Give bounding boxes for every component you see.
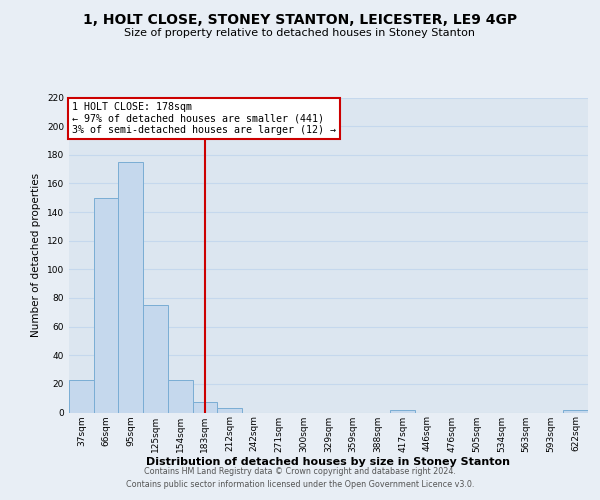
- Text: Size of property relative to detached houses in Stoney Stanton: Size of property relative to detached ho…: [125, 28, 476, 38]
- Y-axis label: Number of detached properties: Number of detached properties: [31, 173, 41, 337]
- Bar: [390, 410, 415, 412]
- Bar: [118, 162, 143, 412]
- Text: 1, HOLT CLOSE, STONEY STANTON, LEICESTER, LE9 4GP: 1, HOLT CLOSE, STONEY STANTON, LEICESTER…: [83, 12, 517, 26]
- Bar: [69, 380, 94, 412]
- Bar: [193, 402, 217, 412]
- Bar: [143, 305, 168, 412]
- X-axis label: Distribution of detached houses by size in Stoney Stanton: Distribution of detached houses by size …: [146, 457, 511, 467]
- Bar: [563, 410, 588, 412]
- Text: 1 HOLT CLOSE: 178sqm
← 97% of detached houses are smaller (441)
3% of semi-detac: 1 HOLT CLOSE: 178sqm ← 97% of detached h…: [71, 102, 335, 136]
- Text: Contains HM Land Registry data © Crown copyright and database right 2024.: Contains HM Land Registry data © Crown c…: [144, 467, 456, 476]
- Bar: [168, 380, 193, 412]
- Text: Contains public sector information licensed under the Open Government Licence v3: Contains public sector information licen…: [126, 480, 474, 489]
- Bar: [94, 198, 118, 412]
- Bar: [217, 408, 242, 412]
